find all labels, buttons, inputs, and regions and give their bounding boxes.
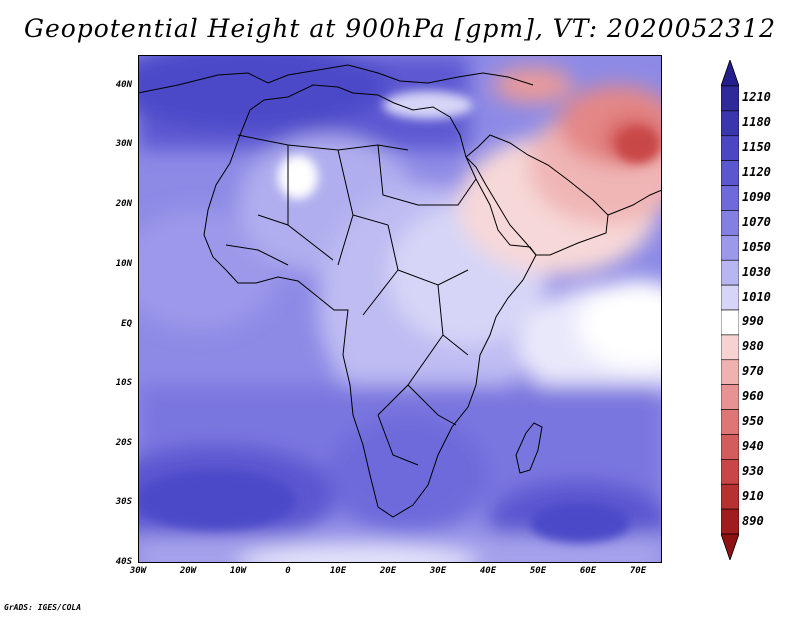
- colorbar-arrow-bottom: [721, 533, 739, 560]
- colorbar-segments: [721, 60, 739, 560]
- lon-label-50e: 50E: [529, 566, 547, 576]
- colorbar-segment: [721, 459, 739, 485]
- colorbar-level-label: 1010: [742, 289, 771, 304]
- colorbar-segment: [721, 334, 739, 361]
- colorbar: [721, 60, 739, 560]
- colorbar-segment: [721, 284, 739, 311]
- lat-label-30s: 30S: [115, 497, 132, 507]
- colorbar-segment: [721, 160, 739, 186]
- lat-label-20s: 20S: [115, 438, 132, 448]
- colorbar-level-label: 1090: [742, 190, 771, 204]
- colorbar-level-label: 980: [742, 339, 764, 354]
- colorbar-segment: [721, 359, 739, 385]
- colorbar-segment: [721, 210, 739, 236]
- shaded-field: [138, 55, 662, 563]
- map-title: Geopotential Height at 900hPa [gpm], VT:…: [23, 14, 777, 43]
- grads-credit: GrADS: IGES/COLA: [4, 603, 82, 612]
- europe-coast: [138, 64, 534, 94]
- colorbar-segment: [721, 384, 739, 410]
- lon-label-40e: 40E: [479, 566, 497, 576]
- colorbar-segment: [721, 135, 739, 161]
- colorbar-level-label: 1210: [742, 90, 771, 105]
- lat-label-40n: 40N: [115, 80, 132, 90]
- colorbar-level-label: 910: [742, 488, 764, 503]
- colorbar-arrow-top: [721, 60, 739, 87]
- lon-label-10e: 10E: [329, 566, 347, 576]
- madagascar-outline: [515, 422, 543, 474]
- colorbar-level-label: 1070: [742, 214, 771, 229]
- map-panel: [138, 55, 662, 563]
- colorbar-segment: [721, 309, 739, 336]
- africa-coastline: [203, 84, 537, 518]
- colorbar-level-label: 1120: [742, 165, 771, 180]
- colorbar-segment: [721, 483, 739, 510]
- lat-label-10n: 10N: [115, 259, 132, 269]
- lon-label-30e: 30E: [429, 566, 447, 576]
- colorbar-level-label: 1180: [742, 115, 771, 130]
- lon-label-10w: 10W: [229, 566, 247, 576]
- colorbar-level-label: 970: [742, 364, 764, 379]
- lon-label-20w: 20W: [179, 566, 197, 576]
- lon-label-30w: 30W: [129, 566, 147, 576]
- lat-label-30n: 30N: [115, 139, 132, 149]
- lat-label-eq: EQ: [121, 319, 132, 329]
- coastline-outlines: [138, 64, 662, 518]
- geopotential-field-map: [138, 55, 662, 563]
- colorbar-segment: [721, 508, 739, 535]
- colorbar-level-label: 990: [742, 314, 764, 329]
- lon-label-60e: 60E: [579, 566, 597, 576]
- colorbar-level-label: 1150: [742, 140, 771, 155]
- colorbar-segment: [721, 235, 739, 261]
- lat-label-10s: 10S: [115, 378, 132, 388]
- lat-label-20n: 20N: [115, 199, 132, 209]
- colorbar-level-label: 950: [742, 414, 764, 428]
- colorbar-segment: [721, 409, 739, 435]
- colorbar-segment: [721, 110, 739, 137]
- colorbar-level-label: 890: [742, 513, 764, 528]
- colorbar-segment: [721, 259, 739, 286]
- country-borders: [225, 134, 477, 466]
- colorbar-level-label: 1030: [742, 264, 771, 279]
- lon-label-0: 0: [285, 566, 291, 576]
- colorbar-level-label: 960: [742, 389, 764, 404]
- colorbar-level-label: 940: [742, 438, 764, 453]
- asia-coast: [607, 189, 662, 216]
- colorbar-segment: [721, 185, 739, 211]
- lon-label-20e: 20E: [379, 566, 397, 576]
- colorbar-level-label: 1050: [742, 239, 771, 254]
- lat-label-40s: 40S: [115, 557, 132, 567]
- colorbar-level-label: 930: [742, 463, 764, 478]
- arabia-coastline: [465, 134, 609, 256]
- map-frame: [138, 55, 662, 563]
- lon-label-70e: 70E: [629, 566, 647, 576]
- colorbar-segment: [721, 434, 739, 460]
- colorbar-segment: [721, 85, 739, 112]
